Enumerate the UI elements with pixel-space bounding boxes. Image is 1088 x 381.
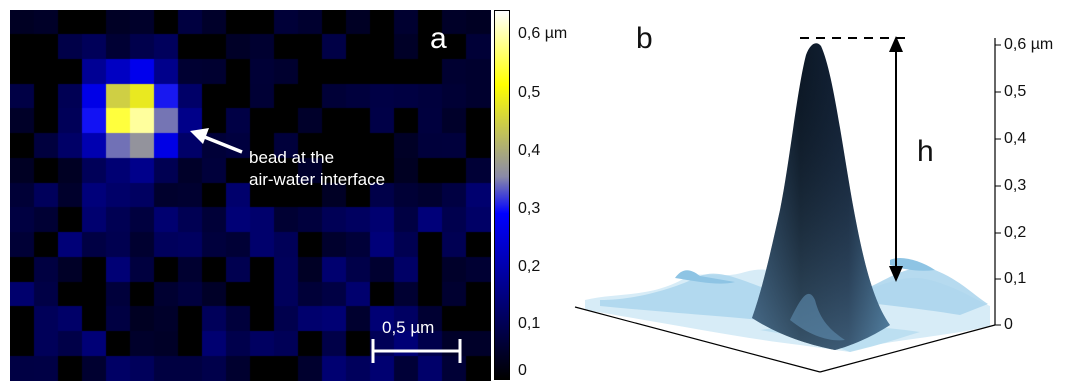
z-tick: 0,3 (1004, 177, 1027, 194)
z-tick: 0,6 µm (1004, 36, 1054, 53)
z-tick: 0,5 (1004, 83, 1027, 100)
panel-label-b: b (636, 22, 653, 55)
colorbar-tick: 0,2 (518, 258, 541, 275)
y-axis-line (819, 324, 996, 373)
height-arrow (889, 36, 903, 282)
colorbar-tick: 0,1 (518, 315, 541, 332)
peak-surface (752, 43, 890, 350)
colorbar-tick: 0,6 µm (518, 25, 568, 42)
scale-bar-label: 0,5 µm (382, 318, 435, 337)
bead-annotation-line1: bead at the (249, 148, 335, 167)
bead-arrow (190, 128, 243, 154)
bead-annotation-line2: air-water interface (249, 170, 386, 189)
z-tick: 0,4 (1004, 130, 1027, 147)
scale-bar (371, 339, 462, 363)
colorbar-tick: 0 (518, 362, 527, 379)
panel-label-a: a (430, 22, 447, 55)
colorbar-tick: 0,4 (518, 142, 541, 159)
z-tick: 0,2 (1004, 224, 1027, 241)
z-tick: 0,1 (1004, 270, 1027, 287)
z-tick: 0 (1004, 316, 1013, 333)
x-axis-line (574, 306, 821, 373)
colorbar-tick: 0,3 (518, 200, 541, 217)
height-map-image (10, 10, 491, 381)
height-label: h (917, 135, 934, 168)
colorbar-tick: 0,5 (518, 84, 541, 101)
colorbar (494, 10, 510, 380)
